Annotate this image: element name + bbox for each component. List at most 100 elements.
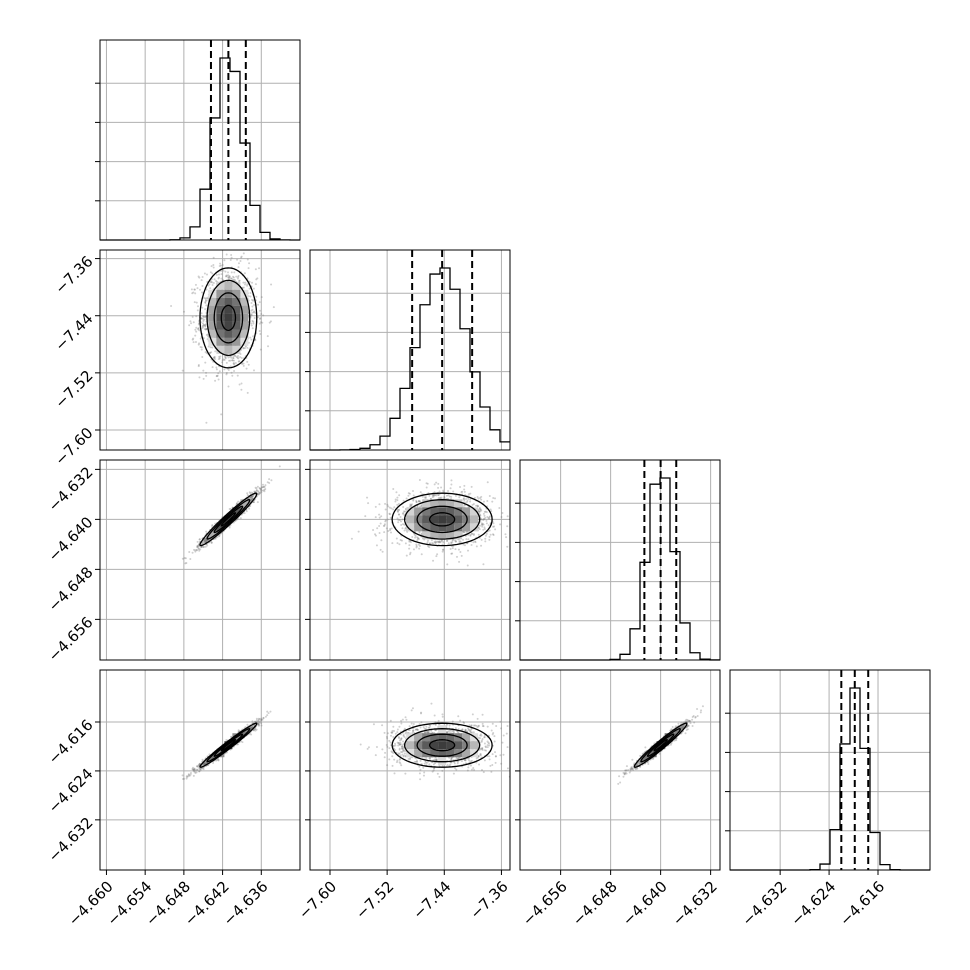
density-cell bbox=[430, 523, 439, 532]
scatter-point bbox=[259, 719, 262, 722]
scatter-point bbox=[487, 517, 490, 520]
scatter-point bbox=[240, 388, 243, 391]
scatter-point bbox=[454, 548, 457, 551]
scatter-point bbox=[193, 288, 196, 291]
scatter-point bbox=[191, 551, 194, 554]
scatter-point bbox=[201, 325, 204, 328]
scatter-point bbox=[258, 330, 261, 333]
scatter-point bbox=[480, 498, 483, 501]
scatter-point bbox=[463, 497, 466, 500]
density-cell bbox=[216, 281, 225, 290]
density-cell bbox=[232, 337, 241, 346]
scatter-point bbox=[246, 346, 249, 349]
scatter-point bbox=[400, 539, 403, 542]
scatter-point bbox=[437, 541, 440, 544]
scatter-point bbox=[378, 525, 381, 528]
scatter-point bbox=[221, 264, 224, 267]
scatter-point bbox=[472, 502, 475, 505]
scatter-point bbox=[253, 727, 256, 730]
scatter-point bbox=[204, 361, 207, 364]
scatter-point bbox=[378, 516, 381, 519]
scatter-point bbox=[451, 541, 454, 544]
scatter-point bbox=[252, 299, 255, 302]
scatter-point bbox=[480, 509, 483, 512]
scatter-point bbox=[251, 495, 254, 498]
scatter-point bbox=[209, 281, 212, 284]
density-cell bbox=[224, 297, 233, 306]
scatter-point bbox=[228, 275, 231, 278]
scatter-point bbox=[249, 496, 252, 499]
scatter-point bbox=[240, 356, 243, 359]
scatter-point bbox=[211, 283, 214, 286]
scatter-point bbox=[232, 357, 235, 360]
scatter-point bbox=[432, 559, 435, 562]
scatter-point bbox=[263, 490, 266, 493]
scatter-point bbox=[205, 288, 208, 291]
scatter-point bbox=[480, 544, 483, 547]
scatter-point bbox=[402, 499, 405, 502]
scatter-point bbox=[193, 770, 196, 773]
scatter-point bbox=[475, 545, 478, 548]
scatter-point bbox=[232, 359, 235, 362]
scatter-point bbox=[205, 328, 208, 331]
scatter-point bbox=[465, 501, 468, 504]
scatter-point bbox=[200, 348, 203, 351]
scatter-point bbox=[394, 498, 397, 501]
scatter-point bbox=[198, 342, 201, 345]
scatter-point bbox=[411, 536, 414, 539]
density-cell bbox=[232, 313, 241, 322]
scatter-point bbox=[240, 255, 243, 258]
scatter-point bbox=[483, 514, 486, 517]
scatter-point bbox=[250, 322, 253, 325]
scatter-point bbox=[198, 276, 201, 279]
scatter-point bbox=[258, 301, 261, 304]
scatter-point bbox=[257, 719, 260, 722]
scatter-point bbox=[211, 281, 214, 284]
scatter-point bbox=[184, 562, 187, 565]
density-cell bbox=[216, 321, 225, 330]
scatter-point bbox=[246, 284, 249, 287]
scatter-point bbox=[243, 347, 246, 350]
scatter-point bbox=[488, 529, 491, 532]
scatter-point bbox=[437, 493, 440, 496]
scatter-point bbox=[206, 544, 209, 547]
scatter-point bbox=[231, 359, 234, 362]
scatter-point bbox=[384, 502, 387, 505]
scatter-point bbox=[477, 526, 480, 529]
scatter-point bbox=[439, 497, 442, 500]
density-cell bbox=[224, 281, 233, 290]
scatter-point bbox=[249, 498, 252, 501]
scatter-point bbox=[203, 762, 206, 765]
scatter-point bbox=[500, 515, 503, 518]
scatter-point bbox=[432, 542, 435, 545]
scatter-point bbox=[463, 484, 466, 487]
scatter-point bbox=[202, 323, 205, 326]
scatter-point bbox=[376, 527, 379, 530]
scatter-point bbox=[399, 520, 402, 523]
scatter-point bbox=[436, 540, 439, 543]
scatter-point bbox=[256, 277, 259, 280]
scatter-point bbox=[250, 338, 253, 341]
scatter-point bbox=[206, 273, 209, 276]
scatter-point bbox=[388, 513, 391, 516]
scatter-point bbox=[194, 334, 197, 337]
density-cell bbox=[438, 531, 447, 540]
scatter-point bbox=[258, 492, 261, 495]
density-cell bbox=[422, 531, 431, 540]
scatter-point bbox=[454, 494, 457, 497]
scatter-point bbox=[398, 543, 401, 546]
scatter-point bbox=[428, 546, 431, 549]
scatter-point bbox=[241, 363, 244, 366]
scatter-point bbox=[384, 519, 387, 522]
scatter-point bbox=[478, 528, 481, 531]
scatter-point bbox=[438, 490, 441, 493]
scatter-point bbox=[450, 542, 453, 545]
scatter-point bbox=[251, 726, 254, 729]
scatter-point bbox=[434, 493, 437, 496]
scatter-point bbox=[264, 484, 267, 487]
scatter-point bbox=[227, 385, 230, 388]
scatter-point bbox=[227, 271, 230, 274]
scatter-point bbox=[467, 549, 470, 552]
scatter-point bbox=[232, 362, 235, 365]
contour-level-2 bbox=[416, 505, 468, 534]
